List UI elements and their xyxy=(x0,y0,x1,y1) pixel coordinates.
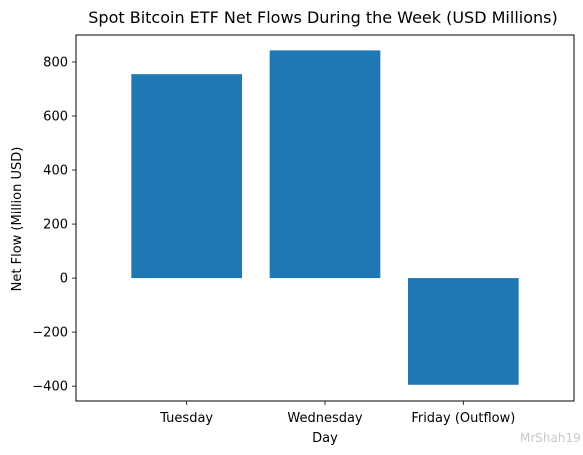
x-axis-label: Day xyxy=(312,431,338,446)
y-tick-label: −400 xyxy=(32,380,68,395)
y-axis-ticks: −400 −200 0 200 400 600 800 xyxy=(32,56,76,395)
watermark: MrShah19 xyxy=(520,431,581,445)
plot-frame xyxy=(75,34,575,402)
chart-title: Spot Bitcoin ETF Net Flows During the We… xyxy=(88,8,557,27)
x-axis-ticks: Tuesday Wednesday Friday (Outflow) xyxy=(159,401,515,426)
y-tick-label: 0 xyxy=(60,272,68,287)
x-tick-label: Friday (Outflow) xyxy=(411,411,515,426)
y-tick-label: −200 xyxy=(32,326,68,341)
bars xyxy=(131,50,519,385)
y-tick-label: 800 xyxy=(43,56,68,71)
x-tick-label: Wednesday xyxy=(287,411,363,426)
bar-tuesday xyxy=(131,74,242,279)
y-tick-label: 200 xyxy=(43,218,68,233)
y-tick-label: 400 xyxy=(43,164,68,179)
x-tick-label: Tuesday xyxy=(159,411,213,426)
bar-friday-outflow xyxy=(408,278,519,385)
y-tick-label: 600 xyxy=(43,110,68,125)
y-axis-label: Net Flow (Million USD) xyxy=(10,147,25,292)
bar-wednesday xyxy=(269,50,381,279)
